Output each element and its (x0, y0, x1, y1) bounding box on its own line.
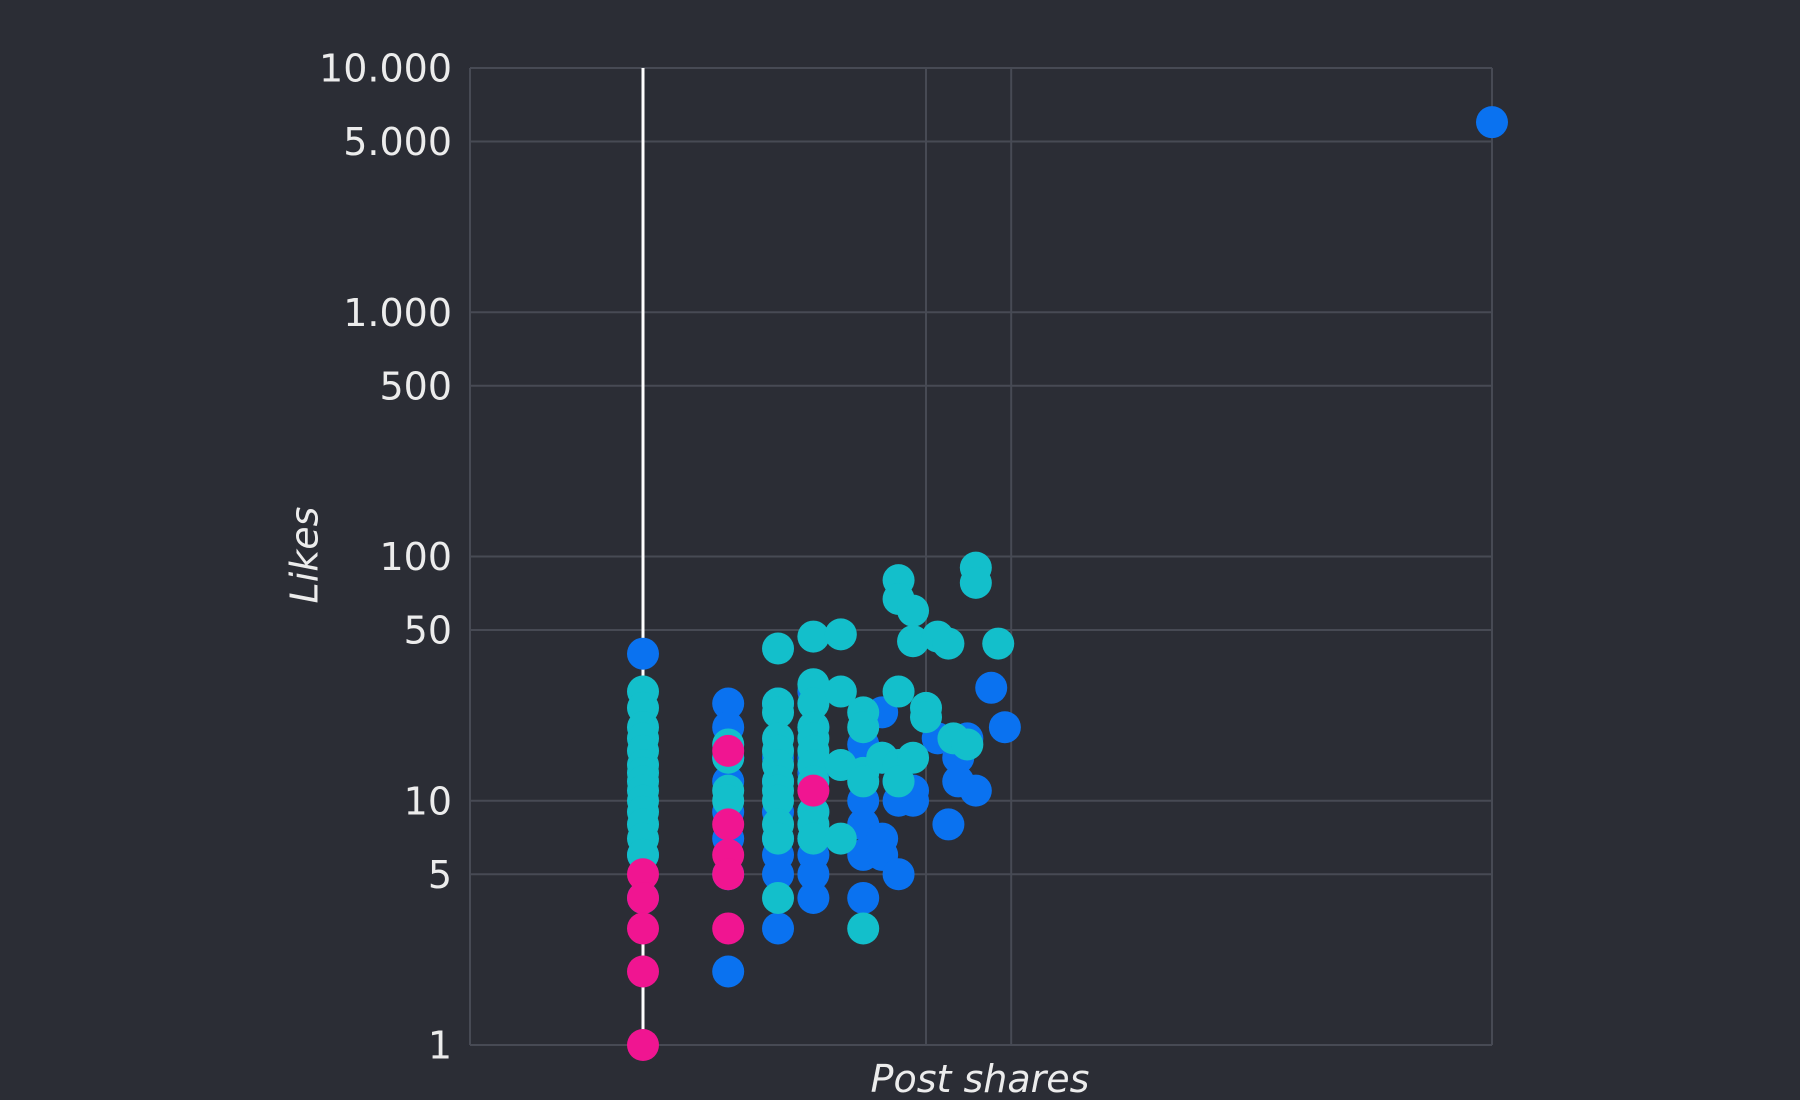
y-tick-labels: 1 5 10 50 100 500 1.000 5.000 10.000 (319, 47, 452, 1068)
data-point-teal (762, 784, 795, 817)
data-point-blue (1476, 106, 1508, 139)
data-point-teal (951, 728, 984, 761)
data-point-blue (988, 711, 1021, 744)
x-axis-title: Post shares (871, 1057, 1090, 1100)
data-point-teal (847, 765, 880, 798)
data-point-blue (797, 858, 830, 891)
data-point-pink (627, 858, 659, 891)
data-point-blue (975, 671, 1008, 704)
data-point-blue (762, 858, 795, 891)
data-point-blue (627, 637, 659, 670)
data-point-teal (882, 765, 915, 798)
data-point-teal (824, 675, 857, 708)
data-point-pink (712, 858, 745, 891)
y-tick-label: 1.000 (343, 291, 452, 335)
data-point-blue (959, 774, 992, 807)
data-point-teal (897, 594, 930, 627)
data-point-teal (882, 675, 915, 708)
y-tick-label: 100 (379, 535, 452, 579)
data-point-teal (824, 822, 857, 855)
data-point-teal (797, 620, 830, 653)
y-tick-label: 10.000 (319, 47, 452, 91)
data-points (627, 106, 1508, 1061)
data-point-blue (797, 881, 830, 914)
data-point-teal (762, 881, 795, 914)
data-point-teal (910, 701, 942, 734)
data-point-teal (932, 627, 965, 660)
data-point-teal (824, 618, 857, 651)
data-point-pink (712, 734, 745, 767)
data-point-blue (882, 858, 915, 891)
data-point-teal (897, 625, 930, 658)
data-point-pink (712, 912, 745, 945)
data-point-teal (762, 822, 795, 855)
data-point-pink (627, 1029, 659, 1061)
data-point-teal (847, 912, 880, 945)
y-tick-label: 5 (428, 853, 452, 897)
data-point-teal (762, 632, 795, 665)
y-tick-label: 5.000 (343, 120, 452, 164)
y-tick-label: 50 (404, 609, 452, 653)
data-point-teal (847, 711, 880, 744)
data-point-teal (712, 784, 745, 817)
data-point-teal (897, 741, 930, 774)
y-axis-title: Likes (282, 507, 326, 604)
y-tick-label: 1 (428, 1024, 452, 1068)
data-point-pink (627, 912, 659, 945)
data-point-pink (712, 808, 745, 841)
data-point-blue (762, 912, 795, 945)
data-point-blue (847, 881, 880, 914)
y-tick-label: 10 (404, 779, 452, 823)
y-tick-label: 500 (379, 364, 452, 408)
data-point-pink (797, 774, 830, 807)
data-point-pink (627, 955, 659, 988)
data-point-teal (959, 566, 992, 599)
data-point-blue (932, 808, 965, 841)
data-point-teal (982, 627, 1015, 660)
data-point-blue (712, 955, 745, 988)
data-point-teal (762, 696, 795, 729)
data-point-pink (627, 881, 659, 914)
data-point-teal (797, 822, 830, 855)
data-point-blue (712, 687, 745, 720)
data-point-teal (797, 687, 830, 720)
